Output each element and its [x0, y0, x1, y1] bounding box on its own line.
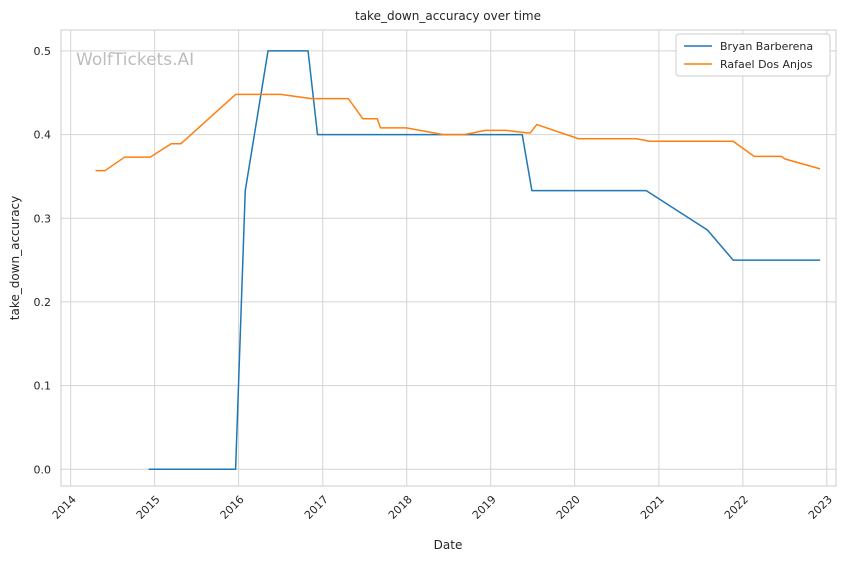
series-line-0 [148, 50, 821, 471]
y-tick-label: 0.5 [34, 45, 52, 58]
plot-area: WolfTickets.AI [60, 29, 837, 487]
y-tick-label: 0.1 [34, 380, 52, 393]
chart-title: take_down_accuracy over time [355, 9, 541, 23]
x-axis-title: Date [434, 538, 463, 552]
y-tick-label: 0.3 [34, 212, 52, 225]
y-tick-label: 0.0 [34, 463, 52, 476]
y-axis-title: take_down_accuracy [8, 196, 22, 320]
legend-box [675, 33, 831, 77]
series-line-1 [95, 93, 821, 172]
plot-frame [60, 29, 837, 487]
legend: Bryan Barberena Rafael Dos Anjos [675, 33, 831, 77]
series-layer [95, 50, 821, 471]
y-tick-label: 0.2 [34, 296, 52, 309]
watermark: WolfTickets.AI [76, 50, 194, 70]
legend-label: Bryan Barberena [720, 40, 813, 53]
legend-label: Rafael Dos Anjos [720, 58, 813, 71]
y-axis: 0.0 0.1 0.2 0.3 0.4 0.5 [34, 45, 52, 476]
y-tick-label: 0.4 [34, 129, 52, 142]
